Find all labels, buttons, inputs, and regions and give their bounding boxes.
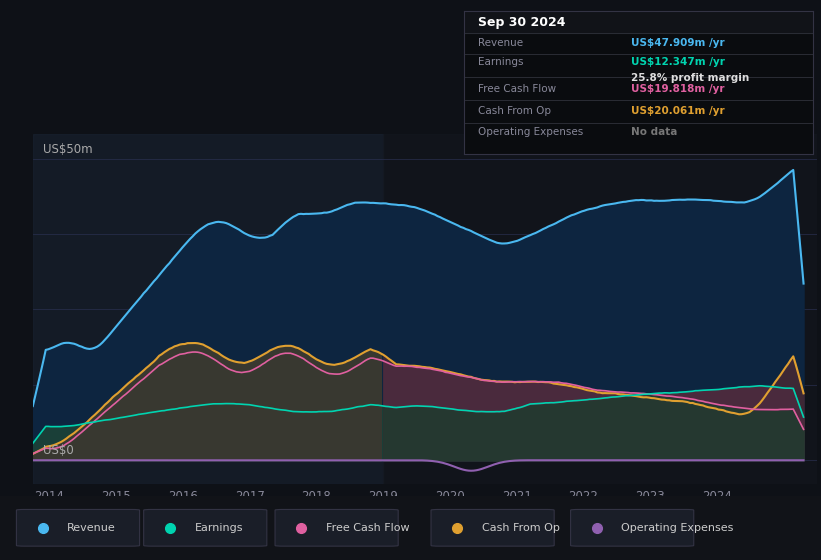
Text: Operating Expenses: Operating Expenses [621,523,734,533]
Text: Earnings: Earnings [478,57,523,67]
Text: Revenue: Revenue [478,38,523,48]
Text: No data: No data [631,127,677,137]
Text: Sep 30 2024: Sep 30 2024 [478,16,566,29]
Text: Free Cash Flow: Free Cash Flow [478,84,556,94]
FancyBboxPatch shape [16,510,140,546]
Text: Earnings: Earnings [195,523,243,533]
Text: US$19.818m /yr: US$19.818m /yr [631,84,725,94]
Text: Cash From Op: Cash From Op [478,106,551,116]
Bar [33,134,383,484]
Text: US$12.347m /yr: US$12.347m /yr [631,57,725,67]
FancyBboxPatch shape [144,510,267,546]
Bar [464,11,813,32]
Text: US$20.061m /yr: US$20.061m /yr [631,106,725,116]
Text: Operating Expenses: Operating Expenses [478,127,583,137]
Bar [383,134,817,484]
FancyBboxPatch shape [275,510,398,546]
Text: Free Cash Flow: Free Cash Flow [326,523,410,533]
FancyBboxPatch shape [571,510,694,546]
Text: US$0: US$0 [43,444,74,458]
Text: 25.8% profit margin: 25.8% profit margin [631,73,750,83]
Text: US$47.909m /yr: US$47.909m /yr [631,38,725,48]
Text: US$50m: US$50m [43,143,93,156]
Text: Revenue: Revenue [67,523,116,533]
Text: Cash From Op: Cash From Op [482,523,560,533]
FancyBboxPatch shape [431,510,554,546]
